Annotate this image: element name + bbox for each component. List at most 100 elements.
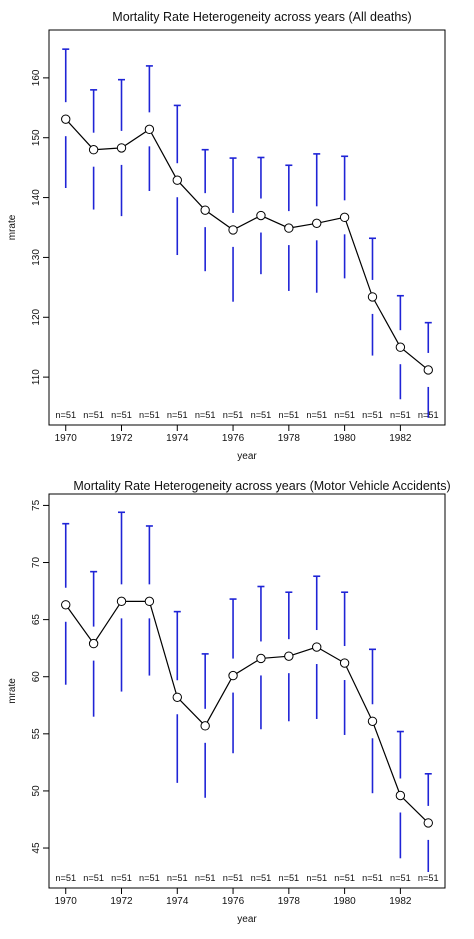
- x-tick-label: 1972: [110, 433, 133, 444]
- sample-size-label: n=51: [334, 873, 355, 883]
- sample-size-label: n=51: [83, 873, 104, 883]
- plot-frame: [48, 493, 446, 889]
- error-bar: [229, 598, 237, 754]
- error-bar: [341, 591, 349, 735]
- sample-size-label: n=51: [418, 410, 439, 420]
- series-line: [65, 600, 429, 824]
- data-point: [172, 175, 182, 185]
- error-bar: [145, 525, 153, 676]
- error-bar: [90, 570, 98, 717]
- error-bar: [285, 164, 293, 291]
- error-bar: [368, 237, 376, 356]
- data-point: [172, 692, 182, 702]
- y-tick-label: 60: [31, 671, 42, 683]
- data-point: [116, 596, 127, 607]
- x-tick-label: 1980: [333, 433, 356, 444]
- error-bar: [396, 730, 404, 859]
- sample-size-label: n=51: [111, 873, 132, 883]
- sample-size-label: n=51: [251, 873, 272, 883]
- sample-size-label: n=51: [55, 410, 76, 420]
- x-tick-label: 1976: [222, 433, 245, 444]
- sample-size-label: n=51: [251, 410, 272, 420]
- data-point: [256, 210, 266, 221]
- sample-size-label: n=51: [278, 410, 299, 420]
- error-bar: [118, 511, 126, 692]
- plot-frame: [48, 29, 446, 426]
- x-tick-label: 1976: [222, 896, 245, 907]
- sample-size-label: n=51: [362, 873, 383, 883]
- error-bar: [257, 156, 265, 275]
- sample-size-label: n=51: [362, 410, 383, 420]
- error-bar: [424, 321, 432, 418]
- chart-2: Mortality Rate Heterogeneity across year…: [7, 479, 451, 925]
- data-point: [423, 365, 433, 375]
- sample-size-label: n=51: [167, 873, 188, 883]
- data-point: [144, 596, 155, 607]
- data-point: [367, 716, 378, 726]
- y-tick-label: 130: [31, 249, 42, 266]
- sample-size-label: n=51: [390, 873, 411, 883]
- y-tick-label: 70: [31, 557, 42, 569]
- data-point: [256, 653, 266, 664]
- data-point: [61, 114, 71, 124]
- y-tick-label: 150: [31, 129, 42, 146]
- sample-size-label: n=51: [306, 410, 327, 420]
- data-point: [284, 223, 294, 233]
- data-point: [88, 638, 99, 649]
- x-axis-label: year: [237, 451, 257, 462]
- x-tick-label: 1974: [166, 433, 189, 444]
- series-line: [65, 118, 429, 371]
- y-tick-label: 140: [31, 189, 42, 206]
- data-point: [284, 651, 294, 661]
- error-bar: [118, 78, 126, 217]
- error-bar: [145, 65, 153, 191]
- sample-size-label: n=51: [278, 873, 299, 883]
- data-point: [395, 342, 406, 352]
- error-bar: [341, 155, 349, 279]
- y-tick-label: 110: [31, 369, 42, 385]
- x-tick-label: 1978: [278, 896, 301, 907]
- sample-size-label: n=51: [139, 410, 160, 420]
- data-point: [312, 218, 322, 229]
- data-point: [312, 642, 322, 652]
- error-bar: [173, 104, 181, 256]
- x-tick-label: 1978: [278, 433, 301, 444]
- data-point: [423, 818, 433, 828]
- sample-size-label: n=51: [195, 410, 216, 420]
- data-point: [144, 124, 155, 135]
- data-point: [88, 144, 99, 155]
- x-axis-label: year: [237, 914, 257, 925]
- y-tick-label: 160: [31, 69, 42, 86]
- y-axis-label: mrate: [7, 214, 18, 240]
- data-point: [200, 205, 210, 215]
- y-tick-label: 65: [31, 614, 42, 626]
- x-tick-label: 1970: [55, 433, 78, 444]
- error-bar: [285, 591, 293, 722]
- x-tick-label: 1980: [333, 896, 356, 907]
- error-bar: [396, 294, 404, 400]
- y-tick-label: 45: [31, 842, 42, 854]
- sample-size-label: n=51: [223, 410, 244, 420]
- sample-size-label: n=51: [390, 410, 411, 420]
- y-tick-label: 50: [31, 785, 42, 797]
- y-axis-label: mrate: [7, 678, 18, 704]
- error-bar: [313, 575, 321, 719]
- sample-size-label: n=51: [111, 410, 132, 420]
- y-tick-label: 55: [31, 728, 42, 740]
- error-bar: [424, 772, 432, 873]
- x-tick-label: 1972: [110, 896, 133, 907]
- error-bar: [257, 585, 265, 730]
- y-tick-label: 75: [31, 499, 42, 511]
- error-bar: [229, 157, 237, 302]
- error-bar: [201, 148, 209, 272]
- x-tick-label: 1974: [166, 896, 189, 907]
- data-point: [367, 292, 378, 302]
- sample-size-label: n=51: [334, 410, 355, 420]
- data-point: [61, 600, 71, 610]
- error-bar: [368, 648, 376, 794]
- error-bar: [173, 610, 181, 783]
- sample-size-label: n=51: [83, 410, 104, 420]
- sample-size-label: n=51: [306, 873, 327, 883]
- sample-size-label: n=51: [195, 873, 216, 883]
